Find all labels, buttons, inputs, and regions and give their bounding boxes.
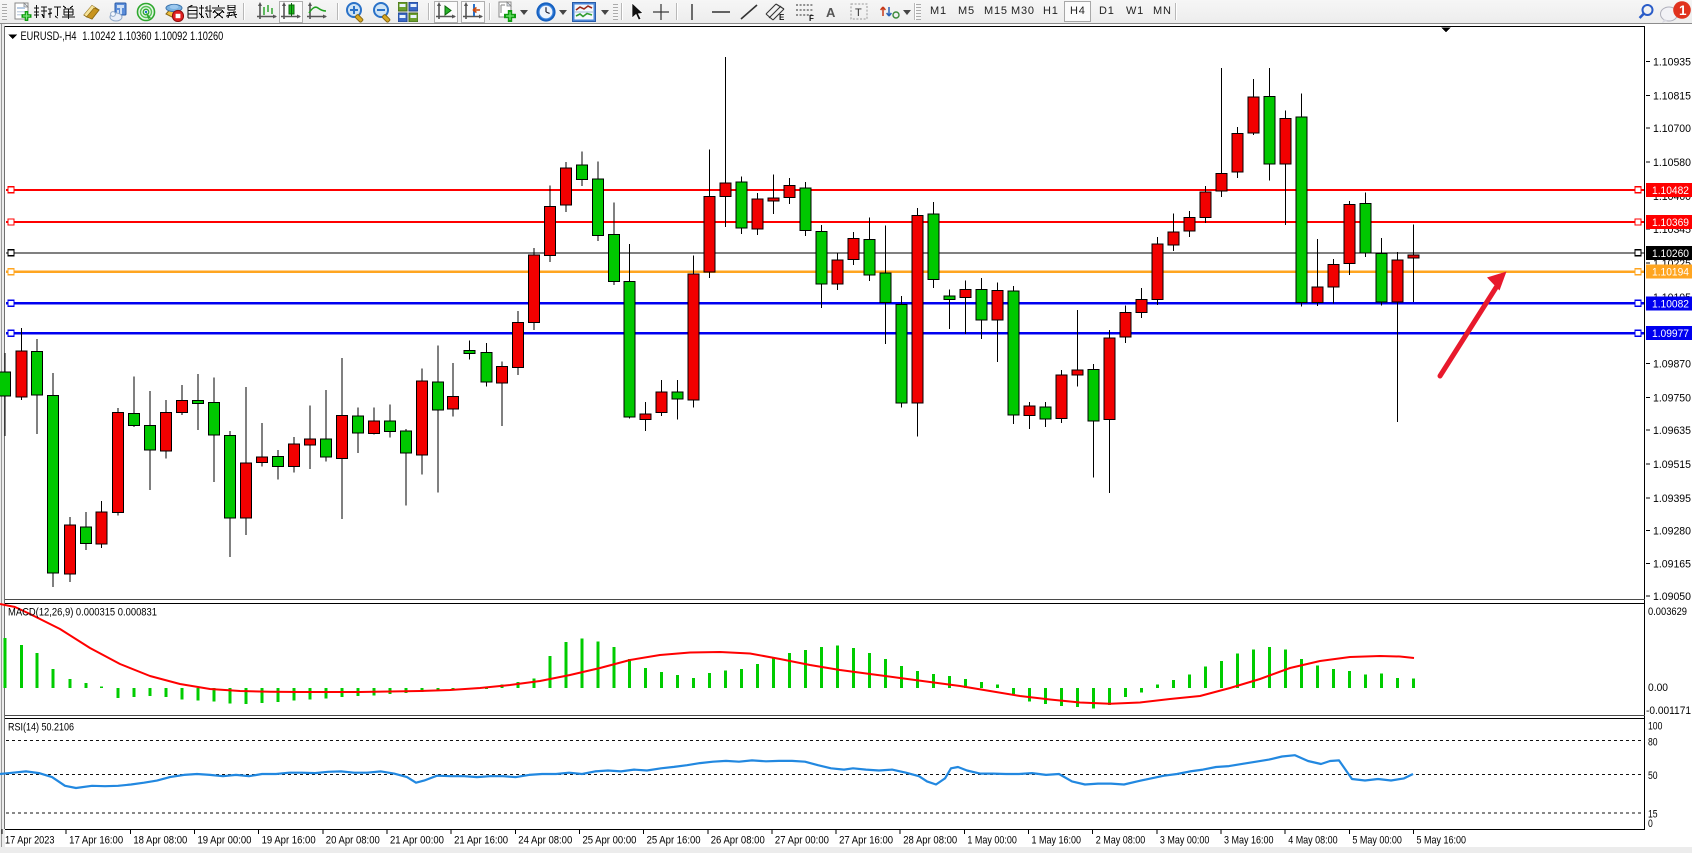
svg-text:1.10935: 1.10935 — [1653, 57, 1691, 69]
svg-text:F: F — [809, 14, 814, 22]
svg-text:1.09515: 1.09515 — [1653, 459, 1691, 471]
svg-text:26 Apr 08:00: 26 Apr 08:00 — [711, 835, 765, 847]
svg-text:27 Apr 16:00: 27 Apr 16:00 — [839, 835, 893, 847]
svg-text:0.003629: 0.003629 — [1648, 606, 1687, 618]
svg-text:5 May 00:00: 5 May 00:00 — [1352, 835, 1402, 847]
svg-text:1.09870: 1.09870 — [1653, 359, 1691, 371]
svg-text:E: E — [779, 13, 785, 22]
svg-text:EURUSD-,H4: EURUSD-,H4 — [21, 31, 77, 43]
svg-text:1.10260: 1.10260 — [1652, 248, 1689, 260]
svg-text:27 Apr 00:00: 27 Apr 00:00 — [775, 835, 829, 847]
svg-text:20 Apr 08:00: 20 Apr 08:00 — [326, 835, 380, 847]
svg-text:0.00: 0.00 — [1648, 682, 1668, 694]
svg-text:17 Apr 2023: 17 Apr 2023 — [5, 835, 55, 847]
svg-text:1.09635: 1.09635 — [1653, 425, 1691, 437]
svg-text:1.10580: 1.10580 — [1653, 157, 1691, 169]
svg-text:1.09050: 1.09050 — [1653, 591, 1691, 603]
svg-text:80: 80 — [1648, 737, 1658, 749]
svg-text:3 May 16:00: 3 May 16:00 — [1224, 835, 1274, 847]
svg-text:1.09165: 1.09165 — [1653, 558, 1691, 570]
svg-text:1 May 00:00: 1 May 00:00 — [967, 835, 1017, 847]
svg-text:4 May 08:00: 4 May 08:00 — [1288, 835, 1338, 847]
svg-text:0: 0 — [1648, 818, 1653, 830]
svg-text:1.09280: 1.09280 — [1653, 526, 1691, 538]
svg-text:100: 100 — [1648, 721, 1662, 733]
svg-text:19 Apr 00:00: 19 Apr 00:00 — [197, 835, 251, 847]
svg-text:1: 1 — [1679, 3, 1687, 18]
svg-text:1.10242 1.10360 1.10092 1.1026: 1.10242 1.10360 1.10092 1.10260 — [82, 31, 223, 43]
svg-text:2 May 08:00: 2 May 08:00 — [1096, 835, 1146, 847]
svg-text:50: 50 — [1648, 770, 1658, 782]
svg-text:1.09750: 1.09750 — [1653, 393, 1691, 405]
svg-text:1 May 16:00: 1 May 16:00 — [1032, 835, 1082, 847]
svg-text:T: T — [855, 7, 862, 19]
svg-text:21 Apr 16:00: 21 Apr 16:00 — [454, 835, 508, 847]
svg-text:RSI(14) 50.2106: RSI(14) 50.2106 — [8, 722, 74, 734]
svg-text:MACD(12,26,9) 0.000315 0.00083: MACD(12,26,9) 0.000315 0.000831 — [8, 607, 157, 619]
svg-text:18 Apr 08:00: 18 Apr 08:00 — [133, 835, 187, 847]
svg-text:25 Apr 16:00: 25 Apr 16:00 — [647, 835, 701, 847]
svg-text:1.09395: 1.09395 — [1653, 493, 1691, 505]
svg-text:25 Apr 00:00: 25 Apr 00:00 — [582, 835, 636, 847]
svg-text:1.09977: 1.09977 — [1652, 328, 1689, 340]
svg-text:21 Apr 00:00: 21 Apr 00:00 — [390, 835, 444, 847]
svg-text:15: 15 — [1648, 808, 1658, 820]
svg-text:3 May 00:00: 3 May 00:00 — [1160, 835, 1210, 847]
svg-text:1.10369: 1.10369 — [1652, 217, 1689, 229]
svg-text:17 Apr 16:00: 17 Apr 16:00 — [69, 835, 123, 847]
svg-text:1.10815: 1.10815 — [1653, 91, 1691, 103]
svg-text:19 Apr 16:00: 19 Apr 16:00 — [262, 835, 316, 847]
svg-text:24 Apr 08:00: 24 Apr 08:00 — [518, 835, 572, 847]
svg-text:1.10482: 1.10482 — [1652, 185, 1689, 197]
svg-text:-0.001171: -0.001171 — [1646, 705, 1691, 717]
svg-text:1.10700: 1.10700 — [1653, 123, 1691, 135]
svg-text:1.10082: 1.10082 — [1652, 298, 1689, 310]
svg-text:5 May 16:00: 5 May 16:00 — [1417, 835, 1467, 847]
svg-text:1.10194: 1.10194 — [1652, 267, 1689, 279]
svg-text:28 Apr 08:00: 28 Apr 08:00 — [903, 835, 957, 847]
